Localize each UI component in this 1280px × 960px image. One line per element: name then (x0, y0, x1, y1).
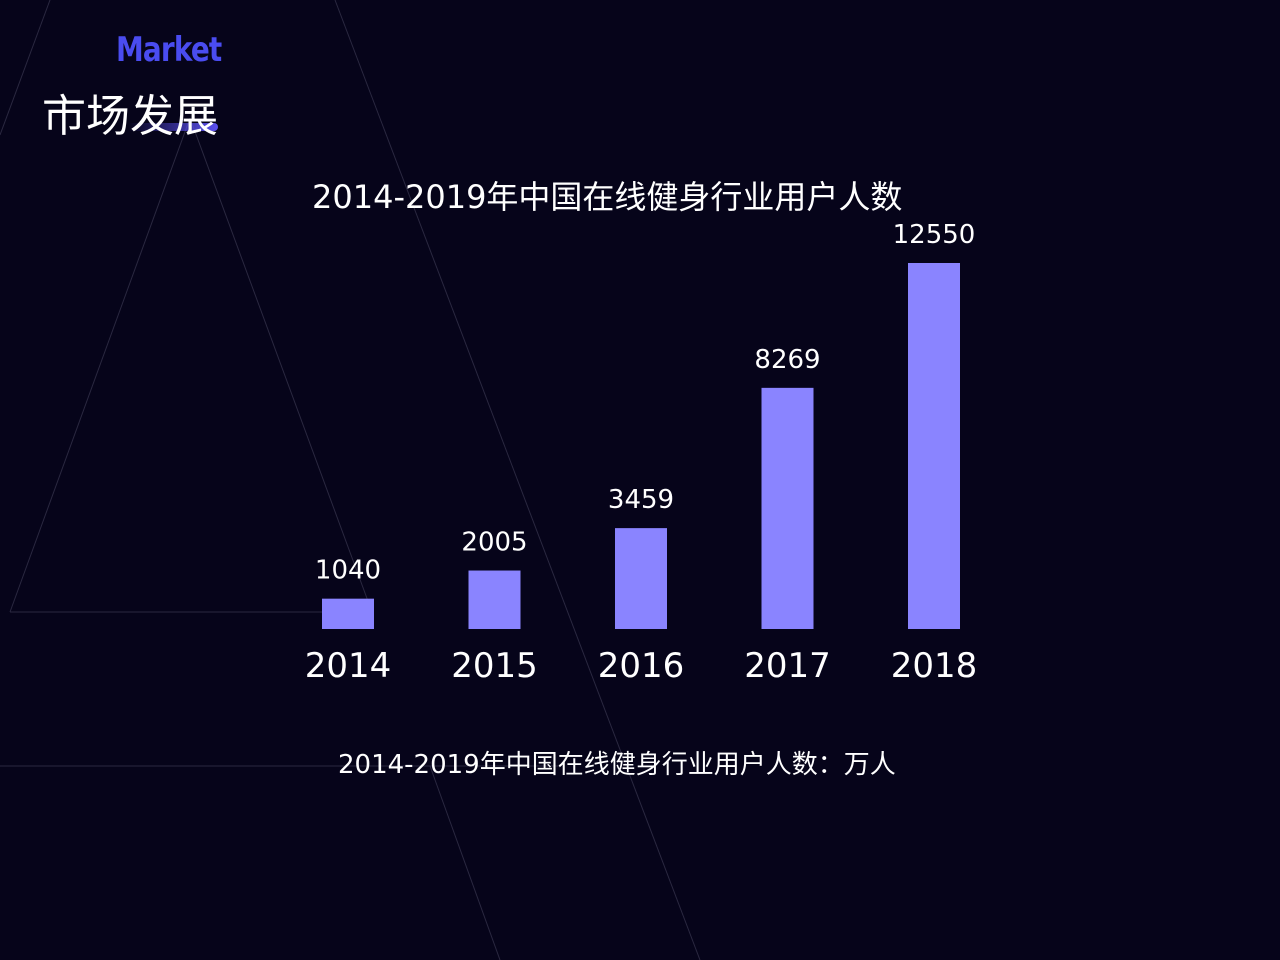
value-label-2017: 8269 (754, 345, 820, 375)
chart-footnote: 2014-2019年中国在线健身行业用户人数：万人 (338, 750, 896, 780)
bar-2016 (615, 528, 667, 629)
value-label-2015: 2005 (461, 528, 527, 558)
category-label-2014: 2014 (305, 646, 392, 686)
deco-line (429, 765, 501, 960)
title-underline (128, 123, 218, 131)
value-label-2016: 3459 (608, 485, 674, 515)
deco-line (9, 117, 191, 613)
section-title-en: Market (116, 30, 222, 70)
category-label-2015: 2015 (451, 646, 538, 686)
deco-line (334, 0, 701, 960)
deco-line (0, 0, 51, 136)
value-label-2014: 1040 (315, 556, 381, 586)
bar-2015 (468, 570, 521, 629)
value-label-2018: 12550 (893, 220, 976, 250)
bar-2018 (908, 263, 960, 629)
category-label-2017: 2017 (744, 646, 831, 686)
bar-2017 (761, 387, 814, 629)
category-label-2016: 2016 (598, 646, 685, 686)
chart-title: 2014-2019年中国在线健身行业用户人数 (312, 178, 903, 216)
section-title-cn: 市场发展 (42, 91, 218, 142)
category-label-2018: 2018 (891, 646, 978, 686)
deco-line (189, 117, 373, 613)
bar-2014 (322, 598, 374, 629)
